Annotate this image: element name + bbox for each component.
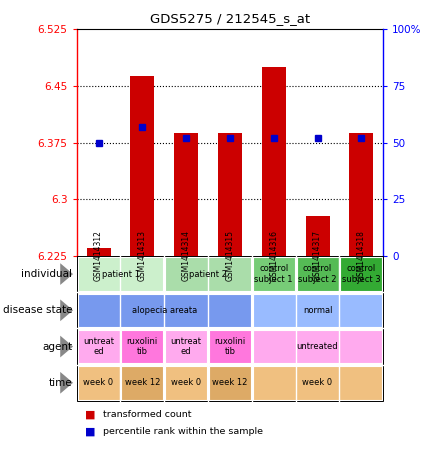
Text: untreat
ed: untreat ed xyxy=(171,337,201,356)
Text: time: time xyxy=(49,378,72,388)
Text: individual: individual xyxy=(21,269,72,279)
Bar xyxy=(218,133,242,256)
Text: ■: ■ xyxy=(85,410,96,419)
Title: GDS5275 / 212545_s_at: GDS5275 / 212545_s_at xyxy=(150,13,310,25)
Text: untreated: untreated xyxy=(297,342,339,351)
Text: percentile rank within the sample: percentile rank within the sample xyxy=(103,427,263,436)
Bar xyxy=(349,133,373,256)
Text: normal: normal xyxy=(303,306,332,315)
Polygon shape xyxy=(60,299,73,321)
Text: ruxolini
tib: ruxolini tib xyxy=(127,337,158,356)
Text: week 0: week 0 xyxy=(84,378,113,387)
Text: ruxolini
tib: ruxolini tib xyxy=(214,337,246,356)
Text: GSM1414314: GSM1414314 xyxy=(182,231,191,281)
Text: GSM1414316: GSM1414316 xyxy=(269,231,278,281)
Text: control
subject 1: control subject 1 xyxy=(254,265,293,284)
Text: week 12: week 12 xyxy=(212,378,247,387)
Text: alopecia areata: alopecia areata xyxy=(132,306,197,315)
Bar xyxy=(174,133,198,256)
Text: GSM1414317: GSM1414317 xyxy=(313,231,322,281)
Text: disease state: disease state xyxy=(3,305,72,315)
Text: GSM1414312: GSM1414312 xyxy=(94,231,103,281)
Text: week 12: week 12 xyxy=(125,378,160,387)
Text: patient 1: patient 1 xyxy=(102,270,139,279)
Text: transformed count: transformed count xyxy=(103,410,191,419)
Polygon shape xyxy=(60,336,73,357)
Text: ■: ■ xyxy=(85,426,96,436)
Bar xyxy=(262,67,286,256)
Text: control
subject 3: control subject 3 xyxy=(342,265,381,284)
Bar xyxy=(130,76,154,256)
Text: GSM1414313: GSM1414313 xyxy=(138,231,147,281)
Text: GSM1414315: GSM1414315 xyxy=(226,231,234,281)
Text: patient 2: patient 2 xyxy=(189,270,227,279)
Polygon shape xyxy=(60,263,73,285)
Text: untreat
ed: untreat ed xyxy=(83,337,114,356)
Bar xyxy=(305,216,329,256)
Text: GSM1414318: GSM1414318 xyxy=(357,231,366,281)
Text: week 0: week 0 xyxy=(303,378,332,387)
Text: control
subject 2: control subject 2 xyxy=(298,265,337,284)
Text: agent: agent xyxy=(42,342,72,352)
Polygon shape xyxy=(60,372,73,394)
Text: week 0: week 0 xyxy=(171,378,201,387)
Bar xyxy=(86,248,110,256)
